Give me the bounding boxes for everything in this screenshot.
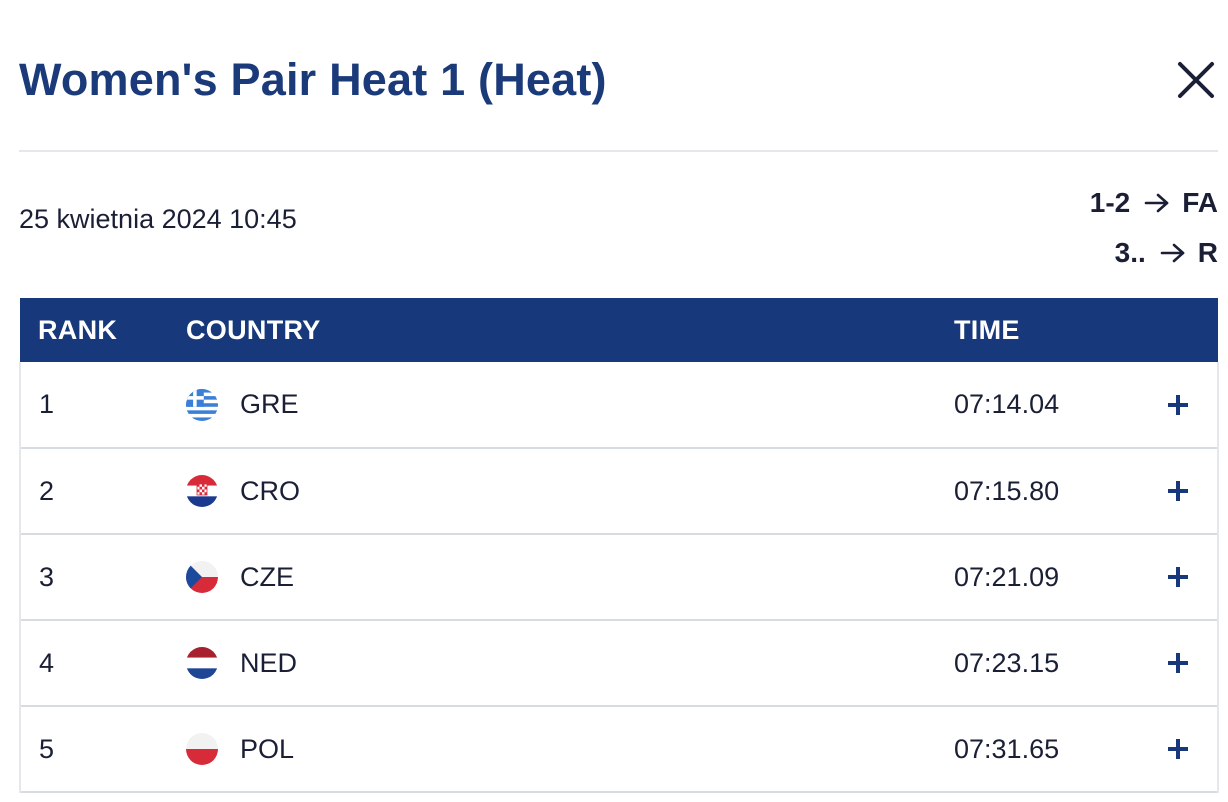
column-header-rank: RANK (38, 314, 118, 345)
race-date: 25 kwietnia 2024 10:45 (19, 204, 297, 234)
arrow-right-icon (1142, 191, 1172, 215)
expand-plus-icon[interactable] (1166, 393, 1190, 417)
country-code: CZE (240, 561, 294, 592)
progression-target: FA (1182, 187, 1218, 218)
expand-cell[interactable] (1154, 534, 1219, 620)
table-row[interactable]: 4 NED 07:23.15 (19, 620, 1219, 706)
rank-cell: 3 (19, 534, 186, 620)
progression-range: 1-2 (1089, 187, 1131, 218)
country-cell: CRO (186, 448, 954, 534)
country-code: CRO (240, 475, 300, 506)
time-cell: 07:23.15 (954, 647, 1060, 678)
expand-plus-icon[interactable] (1166, 565, 1190, 589)
expand-plus-icon[interactable] (1166, 651, 1190, 675)
country-code: NED (240, 647, 298, 678)
expand-plus-icon[interactable] (1166, 737, 1190, 761)
country-code: GRE (240, 389, 299, 419)
time-cell: 07:15.80 (954, 475, 1060, 506)
rank-cell: 4 (19, 620, 186, 706)
time-cell: 07:14.04 (954, 389, 1060, 419)
table-row[interactable]: 2 (19, 448, 1219, 534)
greece-flag-icon (186, 388, 218, 421)
expand-cell[interactable] (1154, 362, 1219, 448)
close-icon[interactable] (1174, 58, 1218, 102)
time-cell: 07:21.09 (954, 561, 1060, 592)
country-code: POL (240, 733, 295, 764)
country-cell: POL (186, 706, 954, 792)
table-row[interactable]: 1 (19, 362, 1219, 448)
results-table: RANK COUNTRY TIME 1 (19, 298, 1219, 793)
rank-cell: 5 (19, 706, 186, 792)
progression-rule: 1-2 FA (1090, 178, 1218, 228)
rank-cell: 1 (19, 362, 186, 448)
netherlands-flag-icon (186, 647, 218, 679)
rank-cell: 2 (19, 448, 186, 534)
column-header-country: COUNTRY (186, 314, 321, 345)
time-cell: 07:31.65 (954, 733, 1060, 764)
croatia-flag-icon (186, 475, 218, 507)
country-cell: CZE (186, 534, 954, 620)
arrow-right-icon (1158, 241, 1188, 265)
progression-rule: 3.. R (1090, 228, 1218, 278)
close-button[interactable] (1174, 58, 1218, 102)
poland-flag-icon (186, 733, 218, 765)
czechia-flag-icon (186, 561, 218, 593)
expand-cell[interactable] (1154, 706, 1219, 792)
expand-cell[interactable] (1154, 620, 1219, 706)
progression-range: 3.. (1114, 237, 1146, 268)
column-header-time: TIME (954, 314, 1020, 345)
expand-cell[interactable] (1154, 448, 1219, 534)
page-title: Women's Pair Heat 1 (Heat) (19, 54, 607, 105)
country-cell: NED (186, 620, 954, 706)
column-header-expand (1154, 298, 1218, 362)
table-row[interactable]: 3 CZE 07:21.09 (19, 534, 1219, 620)
expand-plus-icon[interactable] (1166, 479, 1190, 503)
progression-rules: 1-2 FA 3.. R (1090, 178, 1218, 278)
modal-header: Women's Pair Heat 1 (Heat) (19, 0, 1218, 152)
race-meta: 25 kwietnia 2024 10:45 1-2 FA 3.. R (19, 152, 1218, 298)
country-cell: GRE (186, 362, 954, 448)
progression-target: R (1197, 237, 1218, 268)
table-row[interactable]: 5 POL 07:31.65 (19, 706, 1219, 792)
table-header-row: RANK COUNTRY TIME (20, 298, 1218, 362)
